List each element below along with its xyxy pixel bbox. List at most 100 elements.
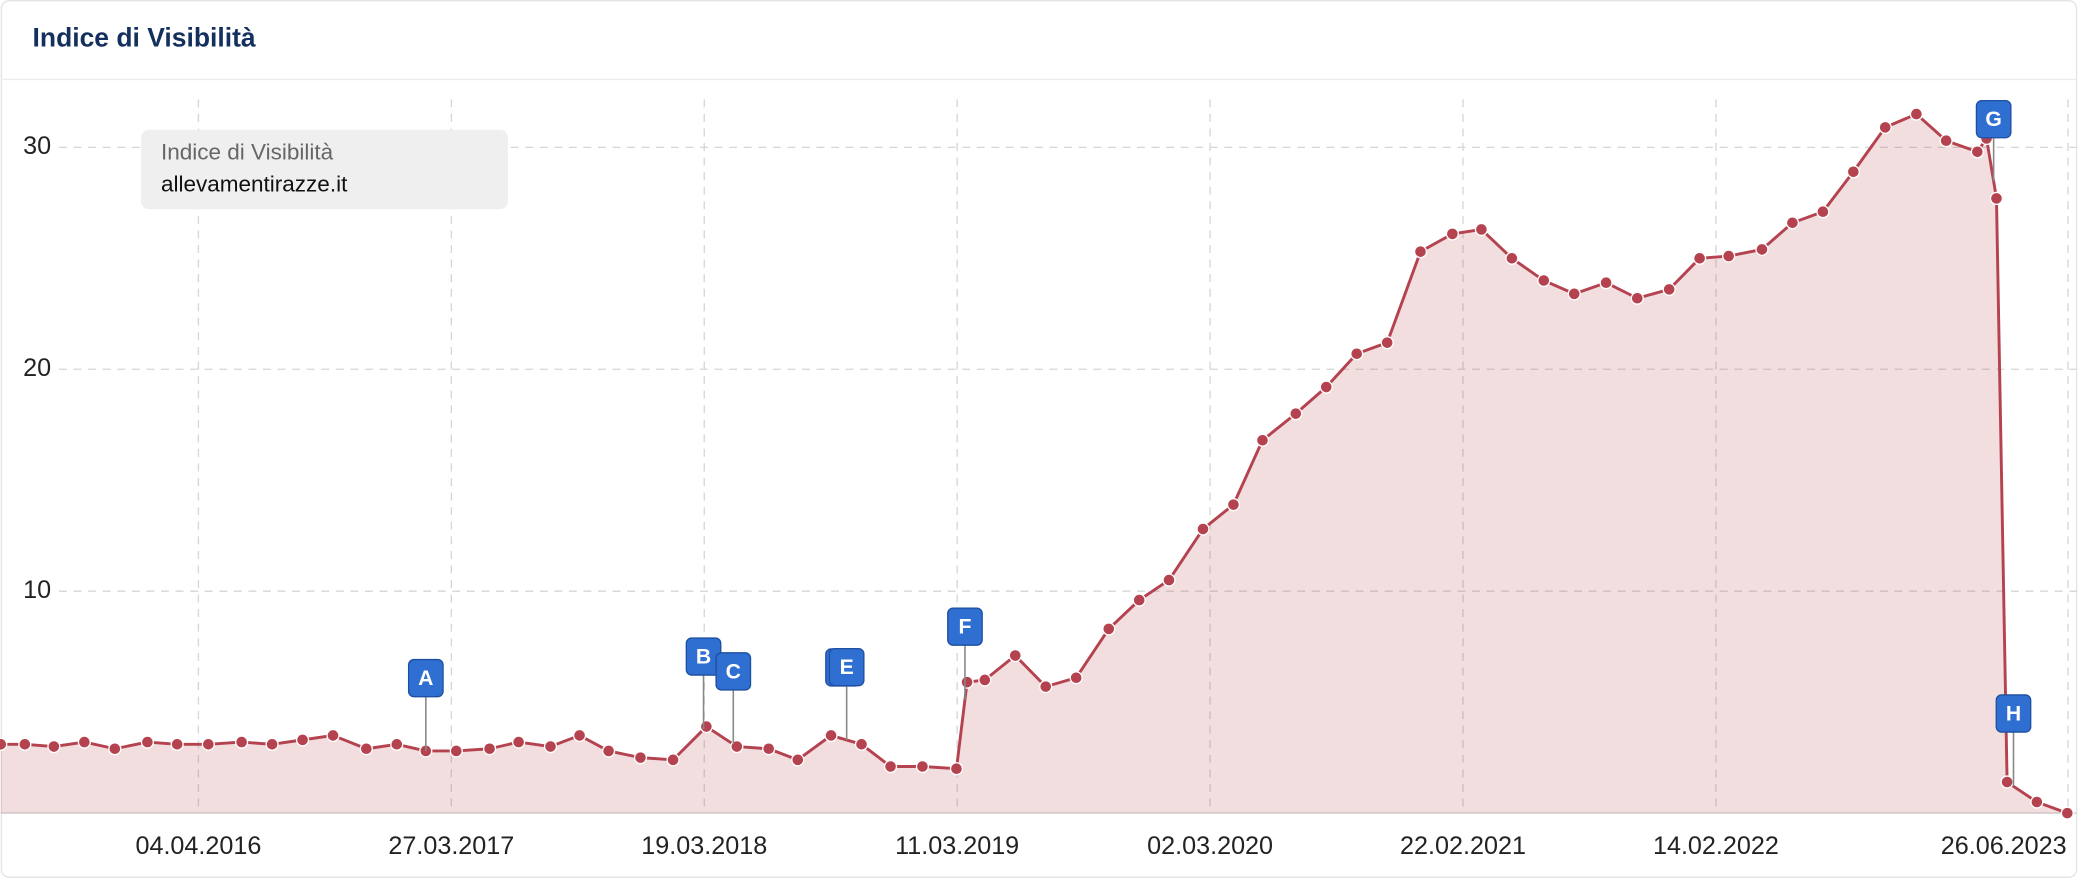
y-tick-label: 30 — [23, 132, 51, 160]
data-point — [1132, 593, 1146, 607]
data-point — [1630, 291, 1644, 305]
data-point — [1069, 671, 1083, 685]
data-point — [1196, 522, 1210, 536]
data-point — [1909, 107, 1924, 121]
event-label: E — [840, 656, 854, 679]
data-point — [1008, 648, 1022, 663]
event-label: H — [2006, 702, 2021, 725]
data-point — [390, 737, 404, 751]
data-point — [1226, 498, 1241, 512]
data-point — [2030, 795, 2044, 809]
x-tick-label: 04.04.2016 — [135, 832, 261, 860]
grid: 10 20 30 04.04.2016 27.03.2017 19.03.2018 11.0… — [0, 99, 2078, 860]
event-flag — [1975, 99, 2012, 139]
legend: Indice di Visibilità allevamentirazze.it — [141, 129, 508, 210]
data-point — [1102, 622, 1116, 636]
data-point — [633, 751, 648, 765]
data-point — [2060, 806, 2074, 820]
events: A BC E F G H — [407, 99, 2032, 787]
data-point — [1319, 380, 1333, 394]
data-point — [235, 735, 249, 749]
event-label: F — [958, 616, 971, 639]
x-tick-label: 11.03.2019 — [895, 832, 1019, 860]
event-label: B — [696, 645, 711, 668]
data-point — [1350, 347, 1364, 361]
data-point — [1039, 679, 1053, 694]
data-point — [666, 753, 680, 767]
data-point — [1474, 222, 1489, 237]
event-flag — [828, 647, 865, 687]
x-tick-label: 19.03.2018 — [641, 832, 767, 860]
y-tick-label: 20 — [23, 354, 51, 382]
data-point — [326, 728, 340, 743]
data-point — [359, 742, 373, 756]
data-point — [1255, 433, 1270, 447]
data-point — [512, 735, 526, 749]
chart-title: Indice di Visibilità — [33, 23, 256, 53]
x-tick-label: 14.02.2022 — [1653, 832, 1779, 860]
data-point — [47, 739, 61, 754]
data-point — [978, 673, 992, 687]
data-point — [762, 742, 776, 756]
data-point — [960, 675, 974, 689]
data-point — [201, 737, 215, 751]
data-point — [1970, 145, 1984, 159]
data-point — [1878, 120, 1892, 135]
area-fill — [0, 114, 2068, 814]
data-point — [1816, 205, 1830, 219]
data-point — [1567, 287, 1581, 301]
event-flag — [1995, 694, 2032, 733]
event-label: C — [726, 660, 741, 683]
data-point — [1939, 134, 1953, 148]
event-label: A — [418, 667, 433, 690]
legend-box — [141, 129, 508, 210]
data-point — [854, 737, 869, 751]
data-point — [1413, 245, 1428, 259]
data-point — [170, 737, 184, 751]
x-tick-label: 02.03.2020 — [1147, 832, 1273, 860]
data-point — [915, 759, 930, 774]
data-point — [1537, 273, 1551, 288]
data-point — [1693, 251, 1707, 265]
legend-entry: allevamentirazze.it — [161, 171, 348, 196]
x-tick-label: 26.06.2023 — [1941, 832, 2067, 860]
event-flag — [715, 652, 752, 691]
data-point — [1289, 407, 1303, 421]
data-point — [449, 744, 463, 758]
data-point — [1662, 282, 1676, 297]
data-point — [0, 737, 8, 751]
data-point — [140, 735, 155, 749]
x-tick-label: 27.03.2017 — [388, 832, 514, 860]
event-label: G — [1985, 108, 2001, 131]
data-point — [18, 737, 32, 751]
data-point — [1846, 165, 1860, 179]
data-point — [77, 735, 91, 749]
data-point — [1755, 242, 1769, 257]
data-point — [1722, 249, 1736, 263]
data-point — [1505, 251, 1519, 265]
data-point — [883, 759, 898, 774]
legend-title: Indice di Visibilità — [161, 140, 334, 165]
data-point — [1989, 191, 2004, 206]
x-tick-label: 22.02.2021 — [1400, 832, 1526, 860]
data-point — [1445, 227, 1460, 241]
data-point — [543, 739, 558, 754]
plot — [0, 107, 2074, 820]
y-tick-label: 10 — [23, 576, 51, 604]
event-flag — [407, 658, 444, 698]
data-point — [108, 742, 122, 756]
data-point — [1599, 276, 1613, 290]
data-point — [699, 719, 714, 734]
data-point — [824, 728, 838, 743]
data-point — [1380, 336, 1394, 350]
data-point — [295, 733, 310, 747]
data-point — [1162, 573, 1176, 587]
event-flag — [947, 607, 983, 646]
data-point — [2000, 775, 2014, 789]
data-point — [1785, 216, 1800, 230]
data-point — [572, 728, 587, 743]
data-point — [949, 762, 964, 776]
